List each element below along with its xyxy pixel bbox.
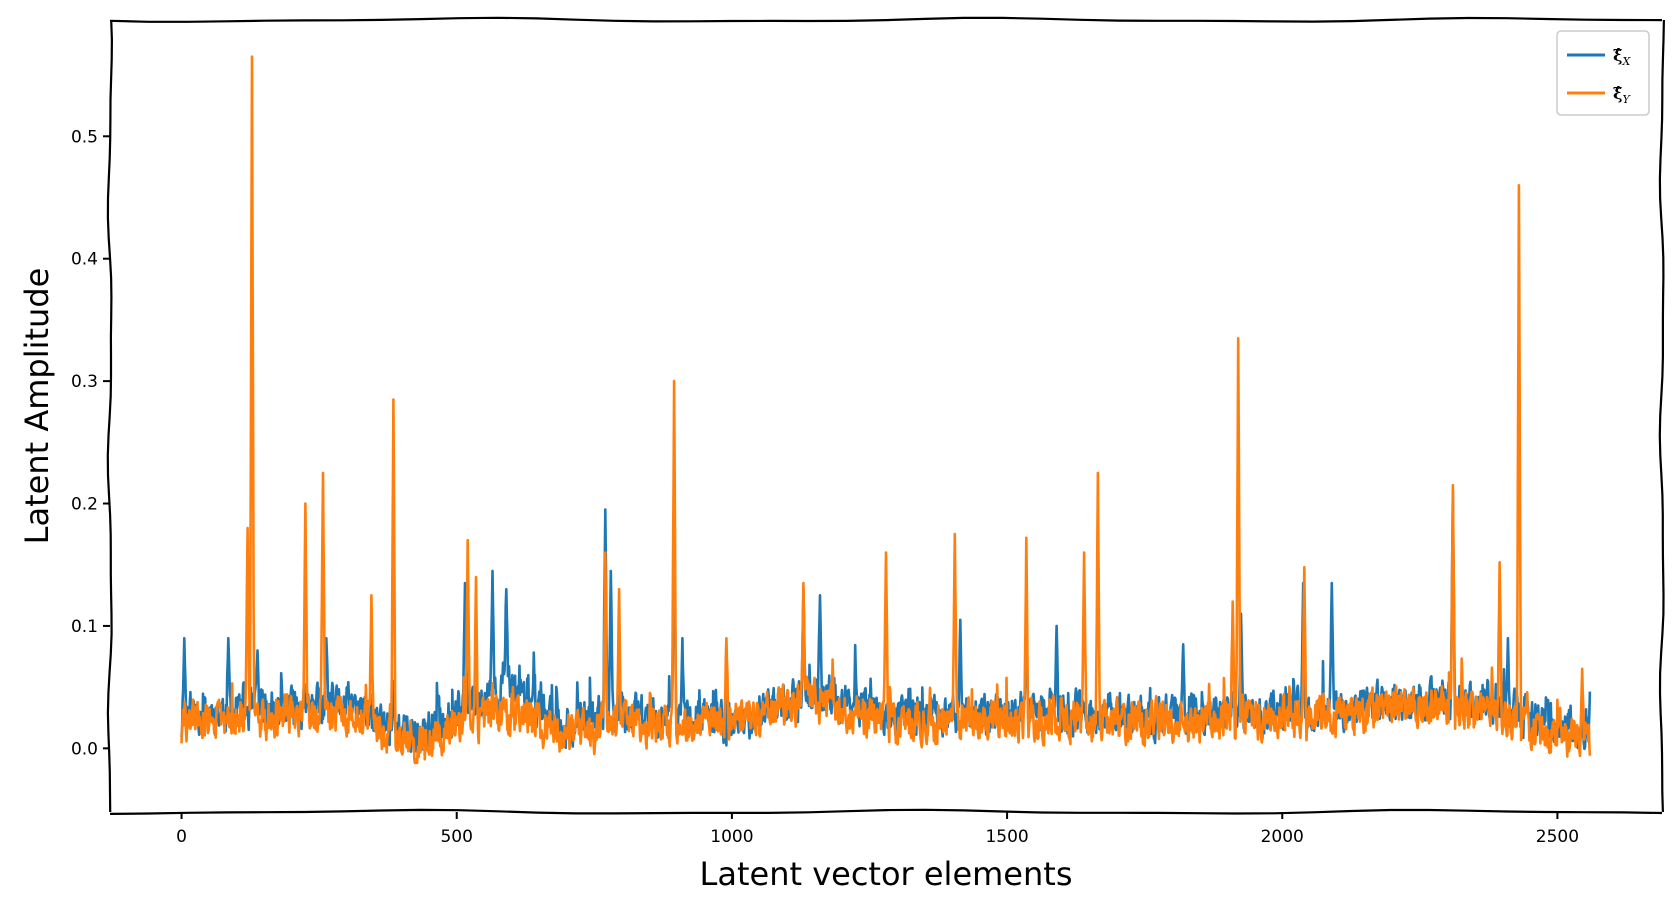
- x-tick-label: 1000: [710, 827, 753, 847]
- x-tick-label: 2000: [1261, 827, 1304, 847]
- y-axis-title: Latent Amplitude: [18, 268, 56, 545]
- x-tick-label: 1500: [985, 827, 1028, 847]
- legend-label-1: ξ̂Y: [1613, 84, 1631, 106]
- x-tick-label: 0: [176, 827, 187, 847]
- legend-box: [1556, 30, 1650, 116]
- series-line-1: [180, 55, 1592, 765]
- x-tick-label: 500: [440, 827, 472, 847]
- plot-frame: [106, 16, 1665, 815]
- x-tick-label: 2500: [1536, 827, 1579, 847]
- x-axis-title: Latent vector elements: [700, 855, 1073, 893]
- legend: ξ̂X ξ̂Y: [1556, 30, 1650, 116]
- x-axis: 0 500 1000 1500 2000 2500: [176, 812, 1579, 847]
- y-tick-label: 0.5: [71, 127, 98, 147]
- series-group: [180, 55, 1592, 765]
- y-tick-label: 0.3: [71, 372, 98, 392]
- y-tick-label: 0.4: [71, 250, 98, 270]
- y-tick-label: 0.1: [71, 617, 98, 637]
- y-axis: 0.0 0.1 0.2 0.3 0.4 0.5: [71, 127, 110, 759]
- y-tick-label: 0.0: [71, 739, 98, 759]
- legend-label-0: ξ̂X: [1613, 46, 1631, 68]
- series-line-0: [180, 490, 1592, 754]
- y-tick-label: 0.2: [71, 495, 98, 515]
